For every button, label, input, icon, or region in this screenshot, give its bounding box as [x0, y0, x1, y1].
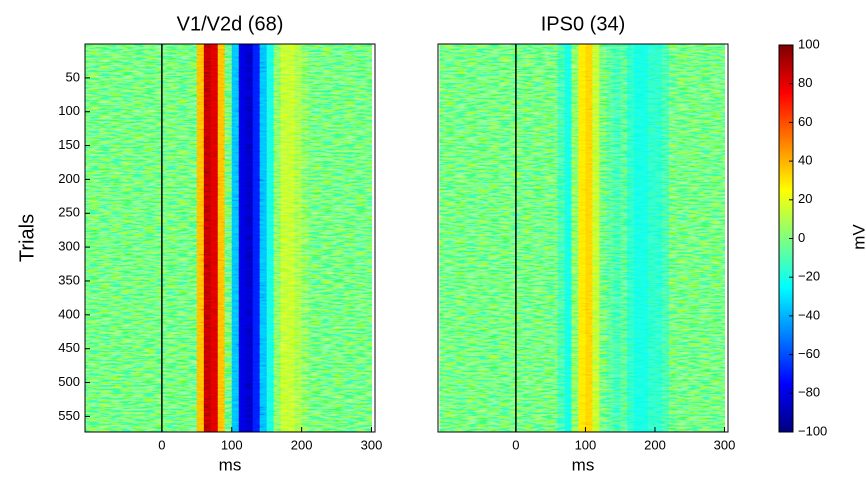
x-tick-label: 200: [644, 437, 666, 452]
x-tick-label: 100: [221, 437, 243, 452]
colorbar-tick-label: 100: [798, 36, 820, 51]
y-tick-label: 400: [58, 306, 80, 321]
colorbar-tick-label: −40: [798, 307, 820, 322]
y-tick-label: 500: [58, 374, 80, 389]
colorbar-tick-label: 0: [798, 230, 805, 245]
x-tick-label: 200: [291, 437, 313, 452]
x-tick-label: 0: [158, 437, 165, 452]
plot-frame: [84, 43, 376, 433]
x-axis-label: ms: [219, 455, 242, 474]
y-tick-label: 200: [58, 171, 80, 186]
y-axis-label: Trials: [16, 214, 38, 262]
y-tick-label: 550: [58, 408, 80, 423]
y-tick-label: 450: [58, 340, 80, 355]
colorbar-label: mV: [849, 224, 866, 250]
y-tick-label: 350: [58, 272, 80, 287]
x-axis-label: ms: [572, 455, 595, 474]
x-tick-label: 300: [361, 437, 383, 452]
colorbar-tick-label: −60: [798, 346, 820, 361]
y-tick-label: 50: [66, 69, 80, 84]
colorbar-tick-label: −20: [798, 269, 820, 284]
x-tick-label: 0: [512, 437, 519, 452]
chart-title: IPS0 (34): [541, 13, 625, 35]
y-tick-label: 300: [58, 239, 80, 254]
y-tick-label: 250: [58, 205, 80, 220]
x-tick-label: 100: [575, 437, 597, 452]
y-tick-label: 100: [58, 103, 80, 118]
colorbar-tick-label: 40: [798, 153, 812, 168]
colorbar-tick-label: 20: [798, 191, 812, 206]
colorbar-tick-label: −100: [798, 423, 827, 438]
y-tick-label: 150: [58, 137, 80, 152]
x-tick-label: 300: [714, 437, 736, 452]
noise-texture: [438, 44, 728, 432]
colorbar-tick-label: 60: [798, 114, 812, 129]
noise-texture: [85, 44, 375, 432]
colorbar-tick-label: 80: [798, 75, 812, 90]
colorbar-tick-label: −80: [798, 385, 820, 400]
plot-frame: [437, 43, 729, 433]
chart-title: V1/V2d (68): [177, 13, 284, 35]
